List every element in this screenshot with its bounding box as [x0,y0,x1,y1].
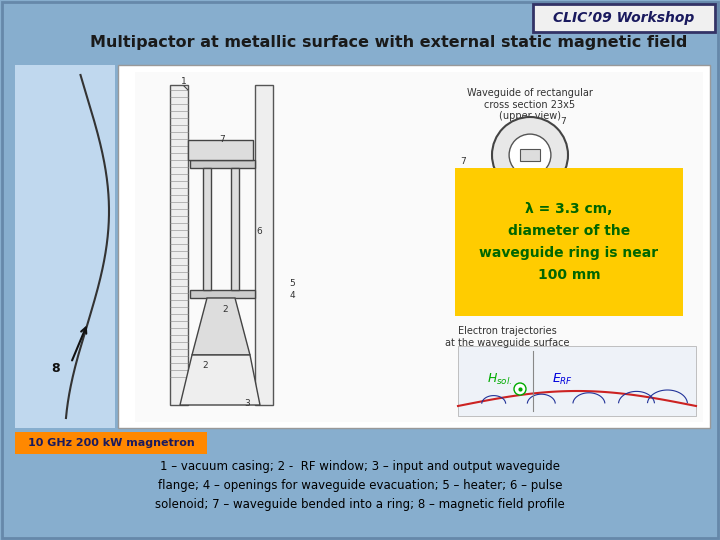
Bar [231,168,239,290]
Bar [135,72,703,422]
Bar [458,346,696,416]
Bar [455,72,703,422]
Bar [15,432,207,454]
Bar [203,168,211,290]
Bar [533,4,715,32]
Text: CLIC’09 Workshop: CLIC’09 Workshop [554,11,695,25]
Bar [135,72,455,422]
Circle shape [509,134,551,176]
Bar [255,85,273,405]
Text: 3: 3 [244,400,250,408]
Text: 7: 7 [560,118,566,126]
Circle shape [514,383,526,395]
Text: 2: 2 [202,361,208,369]
Polygon shape [192,298,250,355]
Text: 1: 1 [181,78,187,86]
Text: 2: 2 [222,305,228,314]
Text: 7: 7 [219,136,225,145]
Circle shape [492,117,568,193]
Bar [188,140,253,160]
Text: 10 GHz 200 kW magnetron: 10 GHz 200 kW magnetron [27,438,194,448]
Text: $H_{sol.}$: $H_{sol.}$ [487,372,513,387]
Bar [15,65,115,428]
Text: Waveguide of rectangular
cross section 23x5
(upper view): Waveguide of rectangular cross section 2… [467,88,593,121]
Text: 7: 7 [460,158,466,166]
Text: λ = 3.3 cm,
diameter of the
waveguide ring is near
100 mm: λ = 3.3 cm, diameter of the waveguide ri… [480,202,659,281]
Bar [170,85,188,405]
Text: Electron trajectories
at the waveguide surface: Electron trajectories at the waveguide s… [445,326,570,348]
Text: 6: 6 [256,227,262,237]
Bar [455,168,683,316]
Text: 1 – vacuum casing; 2 -  RF window; 3 – input and output waveguide
flange; 4 – op: 1 – vacuum casing; 2 - RF window; 3 – in… [155,460,565,511]
Text: 5: 5 [289,279,295,287]
Text: 4: 4 [289,291,294,300]
Bar [118,65,710,428]
Bar [190,290,255,298]
Text: 8: 8 [52,361,60,375]
Polygon shape [180,355,260,405]
Bar [520,149,540,161]
Bar [190,160,255,168]
Text: $E_{RF}$: $E_{RF}$ [552,372,574,387]
Text: Multipactor at metallic surface with external static magnetic field: Multipactor at metallic surface with ext… [90,35,688,50]
